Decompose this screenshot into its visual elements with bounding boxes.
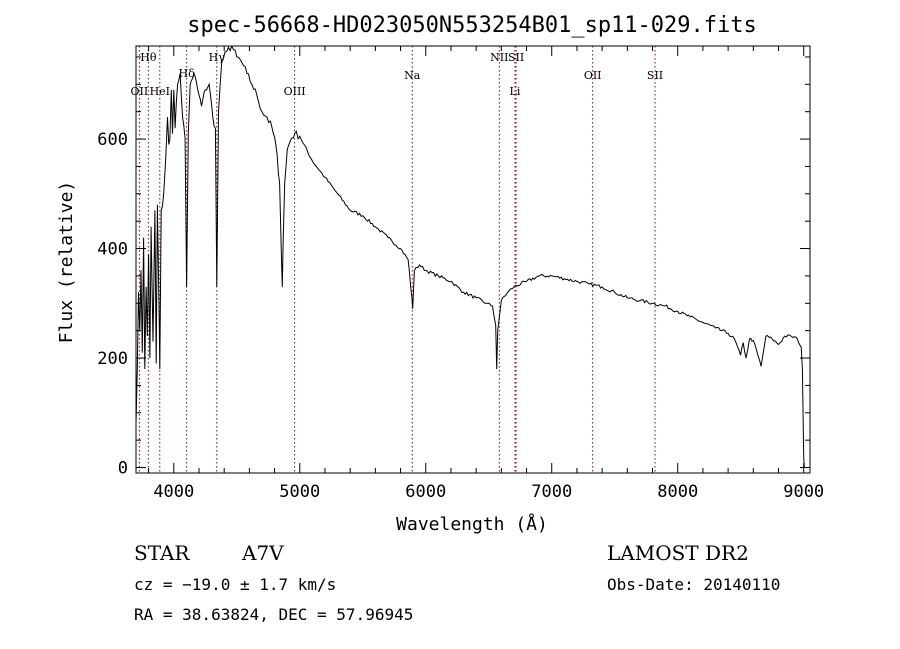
spectral-line-label: OII	[584, 69, 602, 82]
tick-labels: 4000 5000 6000 7000 8000 9000 0 200 400 600	[97, 130, 824, 502]
spectral-line-label: SII	[647, 69, 663, 82]
spectral-line-label: Hθ	[140, 51, 157, 64]
y-tick-label: 600	[97, 130, 128, 150]
spectral-line-label: Hδ	[179, 67, 196, 80]
spectral-line-label: Na	[404, 69, 421, 82]
spectral-line-label: Hγ	[209, 51, 226, 64]
y-tick-label: 200	[97, 349, 128, 369]
x-tick-label: 4000	[153, 482, 194, 502]
plot-frame	[135, 45, 811, 474]
spectral-subclass: A7V	[241, 541, 284, 565]
spectral-line-label: OII	[131, 85, 149, 98]
survey-name: LAMOST DR2	[607, 541, 749, 565]
y-axis-label: Flux (relative)	[56, 181, 77, 344]
x-tick-label: 8000	[657, 482, 698, 502]
object-class: STAR	[134, 541, 190, 565]
x-tick-label: 9000	[783, 482, 824, 502]
y-tick-label: 400	[97, 240, 128, 260]
redshift-info: cz = −19.0 ± 1.7 km/s	[134, 575, 336, 594]
spectral-line-label: Li	[510, 85, 521, 98]
x-axis-label: Wavelength (Å)	[396, 513, 548, 535]
x-tick-label: 7000	[531, 482, 572, 502]
plot-area	[135, 45, 811, 474]
axis-ticks	[136, 46, 810, 473]
chart-title: spec-56668-HD023050N553254B01_sp11-029.f…	[187, 13, 757, 38]
x-tick-label: 6000	[405, 482, 446, 502]
spectral-line-label: OIII	[284, 85, 306, 98]
spectrum-line	[136, 46, 805, 468]
observation-date: Obs-Date: 20140110	[607, 575, 780, 594]
coordinates-info: RA = 38.63824, DEC = 57.96945	[134, 605, 413, 624]
spectral-line-label: SII	[508, 51, 524, 64]
y-tick-label: 0	[118, 459, 128, 479]
spectral-line-label: NII	[490, 51, 508, 64]
x-tick-label: 5000	[279, 482, 320, 502]
spectral-line-label: HeI	[150, 85, 170, 98]
